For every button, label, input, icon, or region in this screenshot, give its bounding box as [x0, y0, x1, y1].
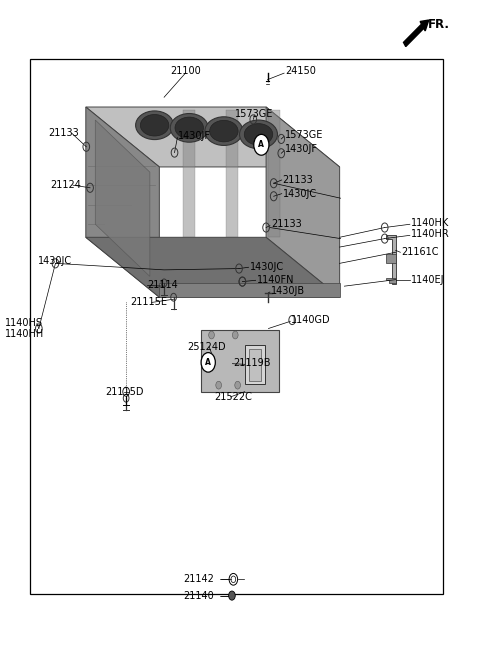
Text: 21522C: 21522C	[214, 392, 252, 402]
Polygon shape	[86, 107, 159, 297]
Text: 21100: 21100	[170, 66, 201, 76]
Text: 21115E: 21115E	[130, 298, 167, 307]
Text: 21142: 21142	[183, 574, 214, 584]
Text: 1140HR: 1140HR	[411, 229, 450, 239]
Text: 1140GD: 1140GD	[291, 315, 331, 325]
Ellipse shape	[210, 120, 238, 142]
Polygon shape	[159, 283, 340, 297]
Polygon shape	[386, 278, 396, 283]
Polygon shape	[386, 235, 396, 284]
Polygon shape	[183, 110, 195, 237]
Text: 1140HK: 1140HK	[411, 218, 449, 228]
Bar	[386, 254, 396, 263]
Ellipse shape	[244, 124, 273, 145]
Circle shape	[201, 353, 216, 372]
Text: 1140FN: 1140FN	[257, 275, 294, 284]
Text: 21133: 21133	[271, 219, 301, 229]
Ellipse shape	[240, 120, 277, 148]
Text: 1140EJ: 1140EJ	[411, 275, 444, 284]
Bar	[30, 59, 443, 594]
Text: 1430JB: 1430JB	[271, 286, 305, 296]
Circle shape	[235, 381, 240, 389]
Circle shape	[232, 331, 238, 339]
Circle shape	[228, 591, 235, 600]
Text: 1430JC: 1430JC	[250, 261, 284, 271]
Circle shape	[209, 331, 215, 339]
Text: 25124D: 25124D	[187, 342, 226, 351]
Polygon shape	[96, 120, 150, 277]
Ellipse shape	[136, 111, 174, 139]
Text: 1573GE: 1573GE	[285, 130, 324, 140]
Ellipse shape	[175, 117, 204, 139]
Text: 21115D: 21115D	[105, 387, 144, 397]
Text: 24150: 24150	[285, 66, 316, 76]
Text: 1430JC: 1430JC	[283, 189, 317, 198]
Text: A: A	[258, 141, 264, 149]
Text: 1430JF: 1430JF	[285, 145, 318, 154]
Polygon shape	[226, 110, 238, 237]
Circle shape	[216, 381, 221, 389]
Bar	[245, 345, 264, 384]
Bar	[201, 330, 279, 392]
Polygon shape	[86, 237, 340, 297]
Text: 21114: 21114	[147, 280, 178, 290]
Bar	[249, 350, 261, 380]
Polygon shape	[268, 110, 280, 237]
Polygon shape	[266, 107, 340, 297]
Text: 1430JF: 1430JF	[179, 131, 211, 141]
Text: 1140HH: 1140HH	[5, 328, 44, 339]
Ellipse shape	[205, 117, 243, 145]
Text: 21161C: 21161C	[401, 247, 439, 258]
Text: FR.: FR.	[427, 18, 449, 32]
Text: 21133: 21133	[48, 128, 79, 138]
Ellipse shape	[140, 114, 169, 136]
Text: 21124: 21124	[50, 180, 81, 190]
Text: A: A	[205, 358, 211, 367]
Text: 21119B: 21119B	[233, 358, 271, 368]
Text: 1573GE: 1573GE	[235, 108, 274, 118]
Text: 21140: 21140	[183, 591, 214, 600]
Text: 1140HS: 1140HS	[5, 318, 43, 328]
Polygon shape	[86, 107, 340, 167]
Ellipse shape	[170, 114, 208, 142]
Circle shape	[254, 135, 269, 155]
FancyArrow shape	[404, 20, 429, 47]
Text: 21133: 21133	[283, 175, 313, 185]
Text: 1430JC: 1430JC	[38, 256, 72, 266]
